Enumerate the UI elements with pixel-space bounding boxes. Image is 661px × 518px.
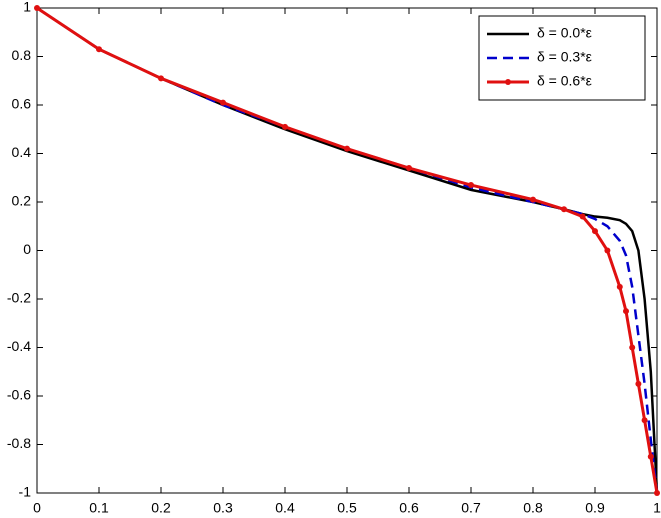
x-tick-label: 0: [33, 500, 41, 516]
y-tick-label: 0: [23, 241, 31, 257]
series-marker: [635, 380, 642, 387]
x-tick-label: 0.7: [461, 500, 481, 516]
legend-label: δ = 0.3*ε: [537, 49, 592, 65]
legend-label: δ = 0.6*ε: [537, 73, 592, 89]
series-marker: [344, 145, 350, 152]
series-marker: [220, 99, 226, 106]
x-tick-label: 1: [653, 500, 661, 516]
series-marker: [604, 247, 611, 254]
plot-frame: [36, 7, 658, 494]
x-tick-label: 0.4: [275, 500, 295, 516]
legend-label: δ = 0.0*ε: [537, 25, 592, 41]
y-tick-label: 0.8: [12, 47, 32, 63]
series-marker: [654, 490, 660, 496]
y-tick-label: 1: [23, 0, 31, 15]
series-marker: [530, 196, 536, 203]
series-marker: [561, 206, 567, 213]
series-marker: [406, 165, 412, 172]
y-tick-label: -0.8: [7, 435, 31, 451]
y-tick-label: -1: [19, 484, 32, 500]
series-marker: [96, 46, 102, 53]
series-marker: [616, 283, 623, 290]
x-tick-label: 0.8: [523, 500, 543, 516]
series-marker: [282, 123, 288, 130]
x-tick-label: 0.5: [337, 500, 357, 516]
series-marker: [34, 5, 40, 11]
series-marker: [623, 308, 629, 315]
y-tick-label: -0.6: [7, 387, 31, 403]
series-marker: [579, 213, 586, 220]
series-marker: [647, 453, 654, 460]
y-tick-label: -0.4: [7, 338, 31, 354]
y-tick-label: 0.4: [12, 144, 32, 160]
series-marker: [158, 75, 164, 82]
series-marker: [592, 228, 598, 235]
x-tick-label: 0.6: [399, 500, 419, 516]
x-tick-label: 0.9: [585, 500, 605, 516]
series-marker: [641, 417, 648, 424]
series-marker: [468, 182, 474, 189]
x-tick-label: 0.3: [213, 500, 233, 516]
y-tick-label: -0.2: [7, 290, 31, 306]
x-tick-label: 0.1: [89, 500, 109, 516]
series-line: [36, 6, 659, 494]
series-marker: [629, 344, 636, 351]
legend-marker: [505, 79, 511, 85]
x-tick-label: 0.2: [151, 500, 171, 516]
y-tick-label: 0.6: [12, 96, 32, 112]
y-tick-label: 0.2: [12, 193, 32, 209]
